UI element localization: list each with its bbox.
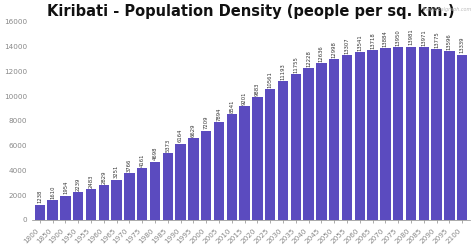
Bar [175, 143, 186, 220]
Title: Kiribati - Population Density (people per sq. km.): Kiribati - Population Density (people pe… [47, 4, 455, 19]
Text: 2239: 2239 [76, 178, 81, 191]
Bar [73, 192, 83, 220]
Text: 13718: 13718 [370, 32, 375, 49]
Bar [214, 122, 224, 220]
Text: 7894: 7894 [217, 107, 221, 121]
Text: 1238: 1238 [37, 190, 42, 203]
Bar [35, 204, 45, 220]
Text: 4698: 4698 [153, 147, 157, 160]
Text: 10561: 10561 [268, 71, 273, 88]
Bar [99, 185, 109, 220]
Text: 13884: 13884 [383, 30, 388, 47]
Text: 3766: 3766 [127, 159, 132, 172]
Bar [124, 173, 135, 220]
Bar [278, 81, 288, 220]
Bar [201, 130, 211, 220]
Text: 12228: 12228 [306, 50, 311, 67]
Text: 6164: 6164 [178, 129, 183, 142]
Bar [265, 89, 275, 220]
Text: 12998: 12998 [332, 41, 337, 58]
Bar [406, 47, 416, 220]
Text: 13307: 13307 [345, 37, 349, 54]
Text: 7209: 7209 [204, 116, 209, 129]
Bar [111, 180, 122, 220]
Text: 1954: 1954 [63, 181, 68, 194]
Bar [303, 68, 314, 220]
Bar [355, 52, 365, 220]
Bar [137, 168, 147, 220]
Text: 6629: 6629 [191, 123, 196, 136]
Text: 13339: 13339 [460, 37, 465, 54]
Bar [163, 153, 173, 220]
Text: theglobalgraph.com: theglobalgraph.com [422, 7, 472, 12]
Bar [419, 47, 429, 220]
Text: 9883: 9883 [255, 83, 260, 96]
Bar [342, 55, 352, 220]
Bar [367, 50, 378, 220]
Bar [47, 200, 58, 220]
Bar [60, 196, 71, 220]
Text: 9201: 9201 [242, 91, 247, 105]
Bar [239, 106, 250, 220]
Text: 8541: 8541 [229, 99, 234, 113]
Text: 1610: 1610 [50, 185, 55, 199]
Text: 4161: 4161 [140, 154, 145, 167]
Bar [380, 48, 391, 220]
Text: 3251: 3251 [114, 165, 119, 178]
Text: 2829: 2829 [101, 170, 106, 184]
Text: 13775: 13775 [434, 31, 439, 48]
Text: 13541: 13541 [357, 34, 362, 51]
Text: 13971: 13971 [421, 29, 426, 46]
Text: 12636: 12636 [319, 45, 324, 62]
Bar [431, 49, 442, 220]
Bar [457, 55, 467, 220]
Bar [329, 59, 339, 220]
Bar [252, 97, 263, 220]
Text: 11755: 11755 [293, 56, 298, 73]
Bar [86, 189, 96, 220]
Text: 5373: 5373 [165, 139, 170, 152]
Text: 11193: 11193 [281, 63, 285, 80]
Bar [444, 52, 455, 220]
Text: 13981: 13981 [409, 29, 413, 46]
Text: 2483: 2483 [89, 175, 93, 188]
Bar [188, 138, 199, 220]
Bar [227, 114, 237, 220]
Bar [291, 74, 301, 220]
Bar [150, 162, 160, 220]
Text: 13596: 13596 [447, 34, 452, 50]
Bar [393, 47, 403, 220]
Text: 13950: 13950 [396, 29, 401, 46]
Bar [316, 63, 327, 220]
